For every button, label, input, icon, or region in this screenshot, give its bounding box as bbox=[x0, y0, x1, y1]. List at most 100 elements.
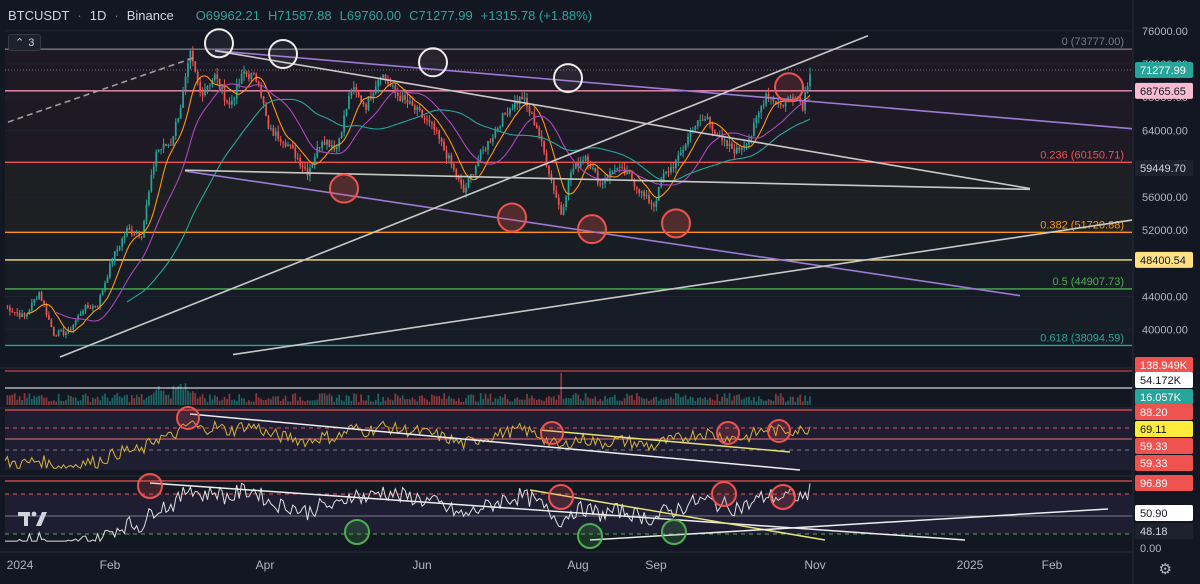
volume-bar bbox=[633, 400, 636, 405]
volume-bar bbox=[352, 393, 355, 405]
osc2-tag: 96.89 bbox=[1140, 478, 1168, 490]
volume-bar bbox=[50, 401, 53, 405]
volume-bar bbox=[550, 397, 553, 405]
low-value: L69760.00 bbox=[339, 8, 402, 23]
candle-body bbox=[313, 157, 316, 164]
volume-bar bbox=[282, 398, 284, 405]
candle-body bbox=[477, 159, 480, 167]
volume-bar bbox=[260, 398, 262, 405]
candle-body bbox=[533, 113, 536, 125]
price-tag: 68765.65 bbox=[1140, 86, 1186, 98]
volume-bar bbox=[162, 390, 165, 405]
candle-body bbox=[104, 282, 106, 291]
x-tick-label: Sep bbox=[645, 558, 667, 572]
candle-body bbox=[582, 160, 584, 162]
volume-bar bbox=[138, 397, 141, 405]
volume-bar bbox=[45, 397, 48, 405]
candle-body bbox=[601, 183, 604, 185]
osc1-tag: 88.20 bbox=[1140, 407, 1168, 419]
volume-bar bbox=[101, 395, 104, 405]
volume-tag: 16.057K bbox=[1140, 392, 1182, 404]
volume-bar bbox=[313, 400, 316, 405]
volume-bar bbox=[760, 398, 763, 405]
volume-tag-bg bbox=[1135, 357, 1193, 373]
candle-body bbox=[367, 96, 370, 110]
volume-bar bbox=[787, 400, 789, 405]
volume-bar bbox=[584, 393, 587, 405]
volume-bar bbox=[806, 400, 809, 405]
separator-dot: · bbox=[114, 8, 119, 23]
candle-body bbox=[157, 149, 160, 152]
candle-body bbox=[43, 300, 45, 306]
volume-bar bbox=[106, 397, 109, 405]
candle-body bbox=[567, 180, 570, 197]
volume-bar bbox=[179, 383, 182, 405]
candle-body bbox=[235, 83, 238, 99]
candle-body bbox=[250, 73, 253, 79]
volume-bar bbox=[96, 396, 99, 405]
volume-bar bbox=[172, 385, 175, 405]
volume-bar bbox=[218, 400, 221, 405]
interval-label[interactable]: 1D bbox=[89, 8, 107, 23]
volume-bar bbox=[177, 386, 180, 405]
volume-bar bbox=[367, 394, 370, 405]
candle-body bbox=[62, 330, 65, 335]
volume-bar bbox=[87, 396, 89, 405]
volume-bar bbox=[194, 393, 197, 405]
candle-body bbox=[662, 173, 665, 183]
volume-bar bbox=[262, 400, 265, 405]
candle-body bbox=[296, 157, 299, 159]
candle-body bbox=[79, 314, 82, 316]
candle-body bbox=[60, 330, 62, 332]
candle-body bbox=[599, 183, 602, 185]
volume-bar bbox=[735, 394, 738, 405]
tradingview-logo-icon bbox=[18, 510, 48, 532]
candle-body bbox=[438, 130, 441, 139]
volume-bar bbox=[338, 394, 341, 405]
fib-zone bbox=[5, 288, 1132, 346]
symbol-name[interactable]: BTCUSDT bbox=[8, 8, 70, 23]
volume-bar bbox=[709, 397, 711, 405]
candle-body bbox=[30, 302, 33, 311]
volume-bar bbox=[233, 399, 236, 405]
candle-body bbox=[218, 78, 221, 89]
candle-body bbox=[772, 97, 775, 102]
volume-bar bbox=[477, 401, 480, 405]
candle-body bbox=[613, 170, 616, 172]
candle-body bbox=[413, 105, 416, 111]
volume-bar bbox=[521, 399, 524, 405]
volume-bar bbox=[126, 394, 128, 405]
volume-bar bbox=[594, 396, 597, 405]
candle-body bbox=[594, 167, 597, 172]
candle-body bbox=[560, 205, 563, 215]
volume-bar bbox=[448, 395, 450, 405]
volume-bar bbox=[582, 400, 584, 405]
candle-body bbox=[799, 97, 802, 102]
volume-bar bbox=[679, 397, 682, 405]
volume-bar bbox=[289, 401, 292, 405]
fib-zone bbox=[5, 232, 1132, 289]
osc2-tag-bg bbox=[1135, 475, 1193, 491]
osc2-ascending-line bbox=[589, 508, 1109, 541]
volume-bar bbox=[667, 398, 670, 405]
volume-bar bbox=[404, 399, 406, 405]
candle-body bbox=[677, 155, 680, 161]
candle-body bbox=[150, 174, 153, 192]
indicators-toggle[interactable]: ⌃ 3 bbox=[8, 34, 42, 51]
volume-bar bbox=[155, 389, 158, 405]
candle-body bbox=[792, 97, 794, 100]
osc1-tag-bg bbox=[1135, 404, 1193, 420]
candle-body bbox=[204, 89, 206, 96]
settings-gear-icon[interactable]: ⚙ bbox=[1158, 561, 1172, 578]
volume-bar bbox=[199, 396, 202, 405]
candle-body bbox=[511, 108, 514, 110]
candle-body bbox=[616, 167, 619, 171]
candle-body bbox=[645, 195, 648, 197]
candle-body bbox=[728, 143, 731, 147]
candle-body bbox=[421, 109, 423, 118]
candle-body bbox=[445, 150, 448, 159]
candle-body bbox=[716, 133, 719, 136]
y-tick-label: 64000.00 bbox=[1142, 125, 1188, 137]
candle-body bbox=[528, 105, 531, 113]
